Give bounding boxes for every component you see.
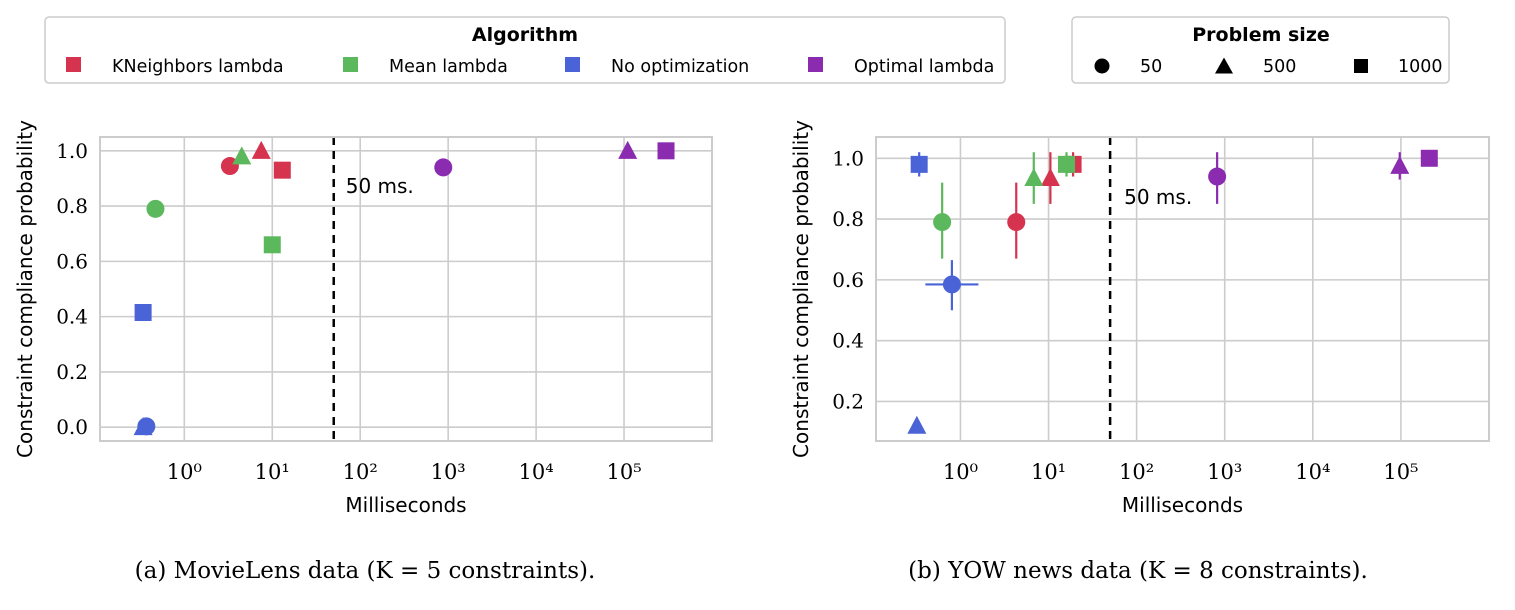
data-points-b [907,149,1438,434]
threshold-label-a: 50 ms. [346,174,414,198]
y-tick-label: 0.6 [56,249,88,273]
chart-panel-a: 0.0 0.2 0.4 0.6 0.8 1.0 10⁰ 10¹ 10² 10³ 10⁴ 10⁵ 50… [13,120,713,584]
y-tick-label: 0.0 [56,415,88,439]
legend-size-title: Problem size [1192,24,1330,46]
point-mean-lambda-1000 [263,236,281,254]
x-tick-label: 10⁰ [943,460,978,484]
legend-label-mean: Mean lambda [389,57,508,77]
legend-algorithm: Algorithm KNeighbors lambda Mean lambda … [44,16,1006,84]
point-mean-lambda-1000 [1058,155,1076,173]
y-tick-label: 1.0 [832,146,864,170]
legend-label-optimal: Optimal lambda [854,57,994,77]
x-tick-label: 10⁵ [1383,460,1418,484]
grid-b [876,137,1489,441]
y-tick-label: 0.4 [832,329,864,353]
threshold-label-b: 50 ms. [1124,185,1192,209]
point-mean-lambda-50 [146,199,165,218]
legend-size: Problem size 50 500 1000 [1071,16,1450,84]
x-tick-label: 10¹ [255,460,290,484]
x-tick-label: 10³ [431,460,466,484]
legend-label-50: 50 [1140,57,1162,77]
point-optimal-lambda-500 [1390,155,1410,174]
chart-panel-b: 0.2 0.4 0.6 0.8 1.0 10⁰ 10¹ 10² 10³ 10⁴ 10⁵ 50 ms… [789,120,1490,584]
point-optimal-lambda-50 [1208,167,1227,186]
x-tick-labels-b: 10⁰ 10¹ 10² 10³ 10⁴ 10⁵ [943,460,1419,484]
point-optimal-lambda-50 [434,158,453,177]
legend-algorithm-box [44,16,1006,84]
legend-swatch-no-optimization [565,57,580,72]
legend-label-no-optimization: No optimization [611,57,749,77]
x-tick-label: 10² [343,460,378,484]
x-tick-labels-a: 10⁰ 10¹ 10² 10³ 10⁴ 10⁵ [167,460,642,484]
point-mean-lambda-500 [1024,168,1044,187]
point-no-optimization-1000 [910,155,928,173]
y-tick-label: 0.8 [56,194,88,218]
plot-frame-a [99,136,713,442]
legend-marker-circle [1094,58,1110,74]
legend-algorithm-title: Algorithm [472,24,578,46]
caption-b: (b) YOW news data (K = 8 constraints). [908,558,1368,584]
x-tick-label: 10² [1119,460,1154,484]
point-no-optimization-500 [133,417,153,436]
x-tick-label: 10³ [1207,460,1242,484]
point-no-optimization-500 [907,415,927,434]
point-kneighbors-lambda-500 [251,140,271,159]
x-tick-label: 10⁰ [167,460,202,484]
legend-swatch-kneighbors [66,57,81,72]
x-tick-label: 10⁴ [1295,460,1330,484]
y-axis-label-a: Constraint compliance probability [13,120,37,458]
x-axis-label-a: Milliseconds [345,493,466,517]
legend-swatch-mean [343,57,358,72]
y-axis-label-b: Constraint compliance probability [789,120,813,458]
x-tick-label: 10⁴ [519,460,554,484]
grid-a [100,137,712,441]
point-no-optimization-1000 [134,303,152,321]
y-tick-label: 0.2 [56,360,88,384]
y-tick-labels-b: 0.2 0.4 0.6 0.8 1.0 [832,146,864,413]
legend-marker-triangle [1215,57,1233,74]
point-kneighbors-lambda-50 [1007,213,1026,232]
x-tick-label: 10¹ [1031,460,1066,484]
point-mean-lambda-50 [933,213,952,232]
y-tick-label: 0.2 [832,389,864,413]
point-optimal-lambda-1000 [657,142,675,160]
y-tick-label: 0.8 [832,207,864,231]
point-kneighbors-lambda-1000 [273,161,291,179]
caption-a: (a) MovieLens data (K = 5 constraints). [135,558,596,584]
legend-marker-square [1354,59,1368,73]
plot-frame-b [875,136,1490,442]
point-mean-lambda-500 [232,146,252,165]
legend-label-500: 500 [1263,57,1296,77]
point-no-optimization-50 [942,275,961,294]
y-tick-labels-a: 0.0 0.2 0.4 0.6 0.8 1.0 [56,139,88,439]
y-tick-label: 1.0 [56,139,88,163]
y-tick-label: 0.6 [832,268,864,292]
x-tick-label: 10⁵ [606,460,641,484]
legend-label-kneighbors: KNeighbors lambda [112,57,284,77]
point-kneighbors-lambda-500 [1040,168,1060,187]
y-tick-label: 0.4 [56,305,88,329]
point-optimal-lambda-1000 [1420,149,1438,167]
point-optimal-lambda-500 [618,140,638,159]
legend-label-1000: 1000 [1398,57,1443,77]
x-axis-label-b: Milliseconds [1122,493,1243,517]
data-points-a [133,140,675,436]
legend-swatch-optimal [808,57,823,72]
